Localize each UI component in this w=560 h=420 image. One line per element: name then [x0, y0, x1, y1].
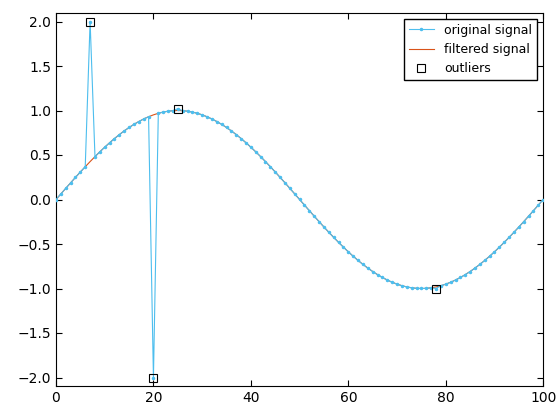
- filtered signal: [87, 159, 94, 164]
- original signal: [428, 285, 435, 290]
- filtered signal: [418, 286, 424, 291]
- original signal: [53, 197, 59, 202]
- Line: original signal: original signal: [54, 19, 545, 380]
- original signal: [150, 375, 157, 380]
- original signal: [403, 284, 410, 289]
- Line: filtered signal: filtered signal: [56, 110, 543, 289]
- original signal: [184, 109, 191, 114]
- original signal: [540, 197, 547, 202]
- outliers: [433, 286, 440, 291]
- original signal: [87, 19, 94, 24]
- Line: outliers: outliers: [86, 17, 440, 382]
- filtered signal: [428, 285, 435, 290]
- filtered signal: [282, 180, 288, 185]
- outliers: [87, 19, 94, 24]
- outliers: [150, 375, 157, 380]
- Legend: original signal, filtered signal, outliers: original signal, filtered signal, outlie…: [404, 19, 537, 80]
- filtered signal: [399, 283, 405, 288]
- outliers: [174, 106, 181, 111]
- filtered signal: [350, 254, 357, 259]
- original signal: [92, 154, 99, 159]
- original signal: [287, 186, 293, 191]
- filtered signal: [540, 197, 547, 202]
- filtered signal: [53, 197, 59, 202]
- original signal: [354, 258, 361, 263]
- filtered signal: [174, 108, 181, 113]
- filtered signal: [179, 108, 186, 113]
